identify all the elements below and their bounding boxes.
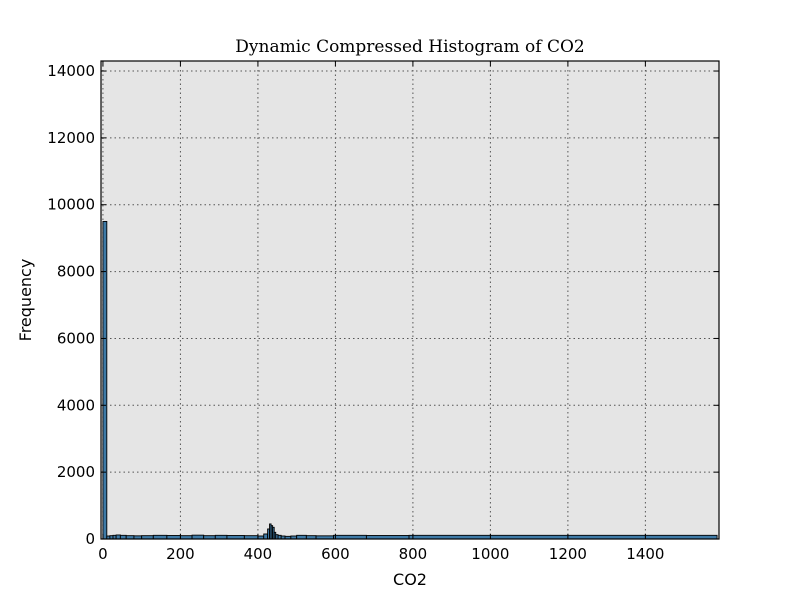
y-tick-label: 4000 xyxy=(57,396,95,414)
histogram-bar xyxy=(263,533,269,540)
x-tick-label: 1400 xyxy=(626,545,664,563)
x-tick-label: 200 xyxy=(166,545,195,563)
y-tick-label: 2000 xyxy=(57,463,95,481)
x-tick-label: 600 xyxy=(321,545,350,563)
histogram-bar xyxy=(115,534,121,540)
histogram-bar xyxy=(102,220,108,540)
chart-title: Dynamic Compressed Histogram of CO2 xyxy=(235,37,584,57)
y-tick-label: 12000 xyxy=(47,129,95,147)
x-axis-label: CO2 xyxy=(393,570,427,589)
plot-area-background xyxy=(101,61,719,539)
y-tick-label: 8000 xyxy=(57,263,95,281)
y-tick-label: 14000 xyxy=(47,62,95,80)
x-tick-label: 1200 xyxy=(549,545,587,563)
y-tick-label: 0 xyxy=(85,530,95,548)
x-tick-label: 800 xyxy=(399,545,428,563)
plot-area-border xyxy=(100,60,720,540)
y-tick-label: 6000 xyxy=(57,329,95,347)
x-tick-label: 1000 xyxy=(471,545,509,563)
y-axis-label: Frequency xyxy=(16,259,35,342)
x-tick-label: 0 xyxy=(98,545,108,563)
x-tick-label: 400 xyxy=(244,545,273,563)
axis-ticks: 0 200 400 600 800 1000 1200 1400020004000600080… xyxy=(47,61,719,563)
y-tick-label: 10000 xyxy=(47,196,95,214)
